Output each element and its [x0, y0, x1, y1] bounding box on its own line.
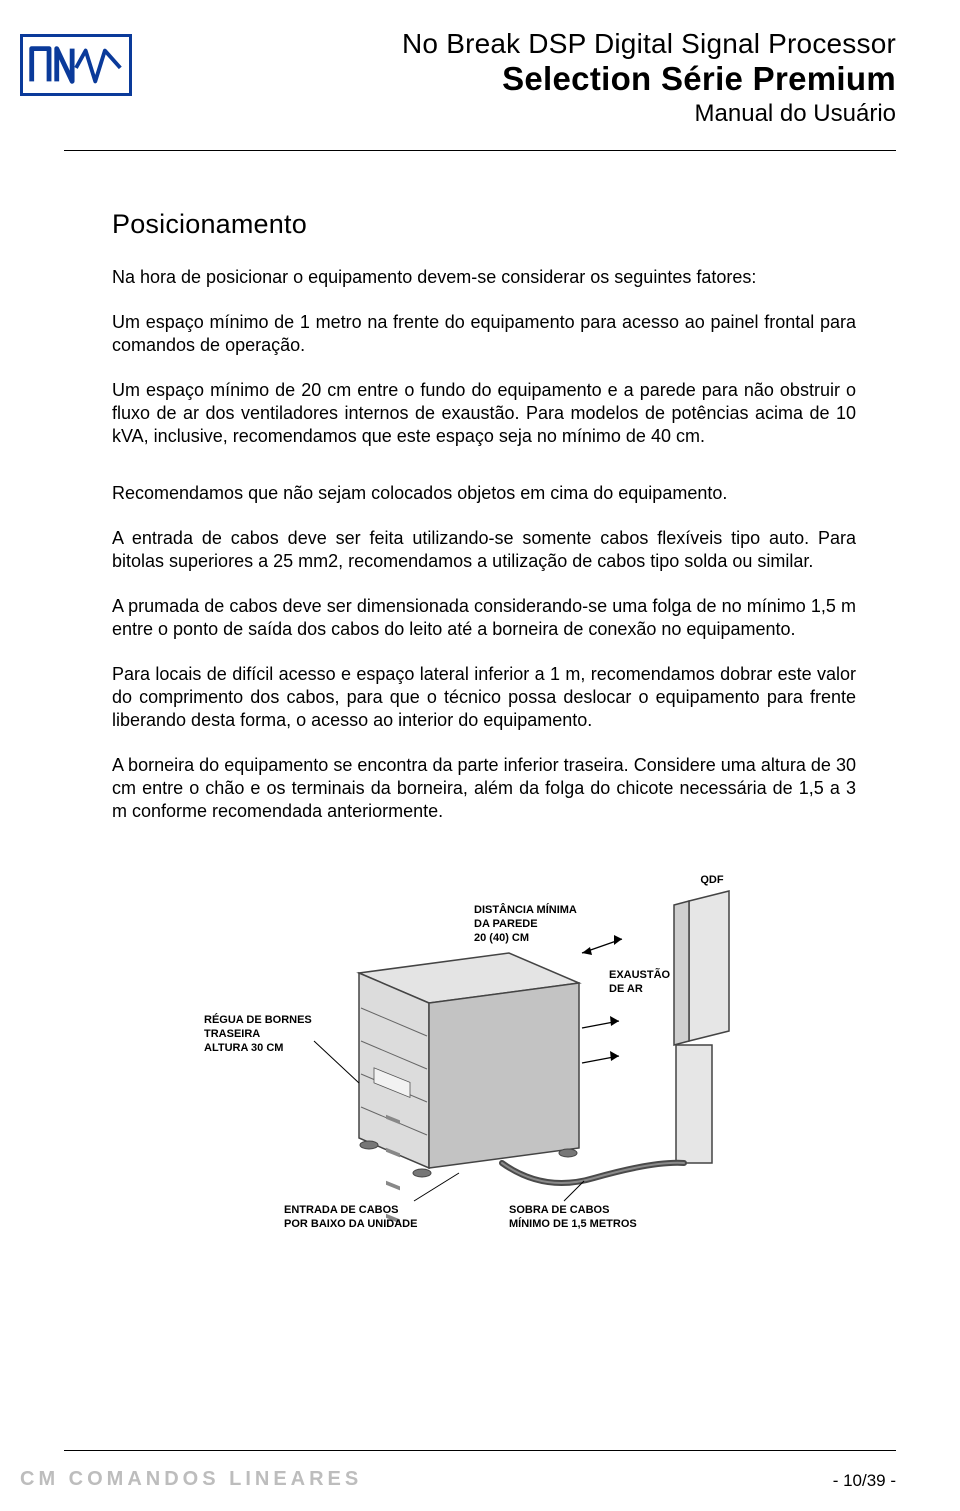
page: No Break DSP Digital Signal Processor Se…: [0, 0, 960, 1511]
entrada-label-2: POR BAIXO DA UNIDADE: [284, 1218, 417, 1230]
regua-label-2: TRASEIRA: [204, 1028, 260, 1040]
header-divider: [64, 150, 896, 151]
sobra-label-1: SOBRA DE CABOS: [509, 1204, 609, 1216]
regua-label-1: RÉGUA DE BORNES: [204, 1013, 312, 1026]
page-footer: CM COMANDOS LINEARES - 10/39 -: [20, 1468, 896, 1491]
paragraph: Na hora de posicionar o equipamento deve…: [112, 266, 856, 289]
exaustao-label-2: DE AR: [609, 983, 643, 995]
regua-label-3: ALTURA 30 CM: [204, 1042, 283, 1054]
paragraph: A borneira do equipamento se encontra da…: [112, 754, 856, 823]
footer-page-number: - 10/39 -: [833, 1471, 896, 1491]
dist-label-1: DISTÂNCIA MÍNIMA: [474, 903, 577, 916]
positioning-diagram: QDF: [112, 853, 856, 1233]
paragraph: Para locais de difícil acesso e espaço l…: [112, 663, 856, 732]
paragraph: A prumada de cabos deve ser dimensionada…: [112, 595, 856, 641]
title-line-2: Selection Série Premium: [64, 60, 896, 98]
exaustao-label-1: EXAUSTÃO: [609, 968, 671, 981]
title-block: No Break DSP Digital Signal Processor Se…: [64, 28, 896, 128]
entrada-label-1: ENTRADA DE CABOS: [284, 1204, 399, 1216]
footer-brand: CM COMANDOS LINEARES: [20, 1468, 362, 1491]
paragraph: Recomendamos que não sejam colocados obj…: [112, 482, 856, 505]
paragraph: Um espaço mínimo de 20 cm entre o fundo …: [112, 379, 856, 448]
qdf-label: QDF: [700, 874, 724, 886]
dist-label-3: 20 (40) CM: [474, 932, 529, 944]
title-line-3: Manual do Usuário: [64, 100, 896, 128]
content-body: Posicionamento Na hora de posicionar o e…: [64, 159, 896, 1233]
sobra-label-2: MÍNIMO DE 1,5 METROS: [509, 1217, 637, 1230]
logo-icon: [25, 39, 127, 91]
title-line-1: No Break DSP Digital Signal Processor: [64, 28, 896, 60]
paragraph: Um espaço mínimo de 1 metro na frente do…: [112, 311, 856, 357]
dist-label-2: DA PAREDE: [474, 918, 538, 930]
diagram-svg: QDF: [164, 853, 804, 1233]
footer-divider: [64, 1450, 896, 1451]
section-heading: Posicionamento: [112, 207, 856, 242]
page-header: No Break DSP Digital Signal Processor Se…: [64, 28, 896, 159]
logo: [20, 34, 132, 96]
paragraph: A entrada de cabos deve ser feita utiliz…: [112, 527, 856, 573]
